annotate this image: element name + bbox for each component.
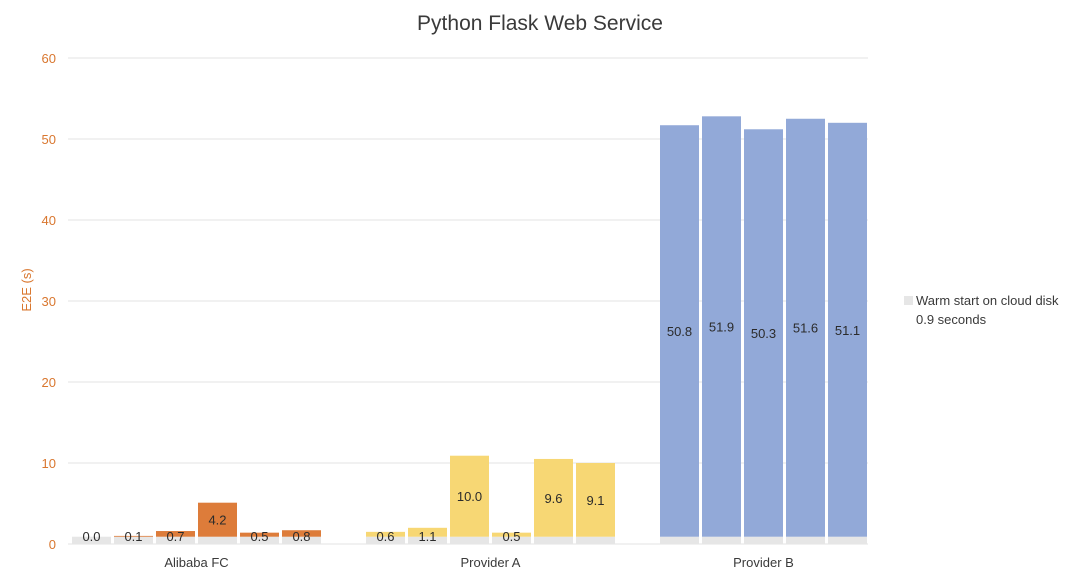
data-label: 0.5 [250, 529, 268, 544]
bar-segment [114, 535, 153, 537]
bar-segment [198, 502, 237, 537]
bar-base-segment [576, 536, 615, 544]
data-label: 0.6 [376, 529, 394, 544]
legend-swatch [904, 296, 913, 305]
bar-base-segment [828, 536, 867, 544]
bar-base-segment [198, 536, 237, 544]
bar-segment [534, 458, 573, 537]
data-label: 4.2 [208, 513, 226, 528]
bar-segment [492, 532, 531, 537]
bar-segment [450, 455, 489, 537]
bar-base-segment [240, 536, 279, 544]
data-label: 0.1 [124, 529, 142, 544]
y-tick-label: 30 [42, 294, 56, 309]
y-axis-label: E2E (s) [19, 268, 34, 311]
x-axis: Alibaba FC Provider A Provider B [164, 555, 794, 570]
y-tick-label: 0 [49, 537, 56, 552]
bar-segment [366, 531, 405, 537]
bar-segment [660, 125, 699, 537]
data-label: 50.3 [751, 326, 776, 341]
bar-base-segment [492, 536, 531, 544]
x-tick-label: Provider B [733, 555, 794, 570]
data-label: 0.5 [502, 529, 520, 544]
data-label: 50.8 [667, 324, 692, 339]
bar-base-segment [534, 536, 573, 544]
data-label: 9.1 [586, 493, 604, 508]
bar-base-segment [744, 536, 783, 544]
bar-base-segment [282, 536, 321, 544]
data-label: 51.1 [835, 323, 860, 338]
data-label: 0.7 [166, 529, 184, 544]
bar-base-segment [114, 536, 153, 544]
data-label: 9.6 [544, 491, 562, 506]
y-axis: 0 10 20 30 40 50 60 [42, 51, 56, 552]
legend: Warm start on cloud disk 0.9 seconds [904, 293, 1059, 327]
bar-base-segment [660, 536, 699, 544]
y-tick-label: 20 [42, 375, 56, 390]
bar-segment [156, 531, 195, 537]
bar-segment [702, 116, 741, 537]
gridlines [68, 57, 868, 545]
data-label: 1.1 [418, 529, 436, 544]
y-tick-label: 50 [42, 132, 56, 147]
legend-label: Warm start on cloud disk [916, 293, 1059, 308]
bar-segment [828, 122, 867, 537]
bar-segment [282, 530, 321, 537]
data-label: 0.0 [82, 529, 100, 544]
bar-segment [240, 532, 279, 537]
bar-segment [408, 527, 447, 537]
bar-base-segment [450, 536, 489, 544]
y-tick-label: 10 [42, 456, 56, 471]
bar-base-segment [408, 536, 447, 544]
bar-base-segment [72, 536, 111, 544]
bar-base-segment [786, 536, 825, 544]
data-label: 10.0 [457, 489, 482, 504]
chart-title: Python Flask Web Service [417, 12, 663, 35]
bar-base-segment [366, 536, 405, 544]
y-tick-label: 40 [42, 213, 56, 228]
x-tick-label: Alibaba FC [164, 555, 228, 570]
legend-sublabel: 0.9 seconds [916, 312, 987, 327]
bars: 0.0 0.1 0.7 4.2 0.5 0.8 0.6 1.1 10.0 0.5 9.6 9.1 50.… [72, 116, 867, 544]
bar-base-segment [702, 536, 741, 544]
data-label: 0.8 [292, 529, 310, 544]
y-tick-label: 60 [42, 51, 56, 66]
data-label: 51.6 [793, 321, 818, 336]
bar-segment [786, 118, 825, 537]
x-tick-label: Provider A [461, 555, 521, 570]
bar-segment [744, 129, 783, 537]
bar-segment [576, 463, 615, 537]
bar-base-segment [156, 536, 195, 544]
data-label: 51.9 [709, 320, 734, 335]
